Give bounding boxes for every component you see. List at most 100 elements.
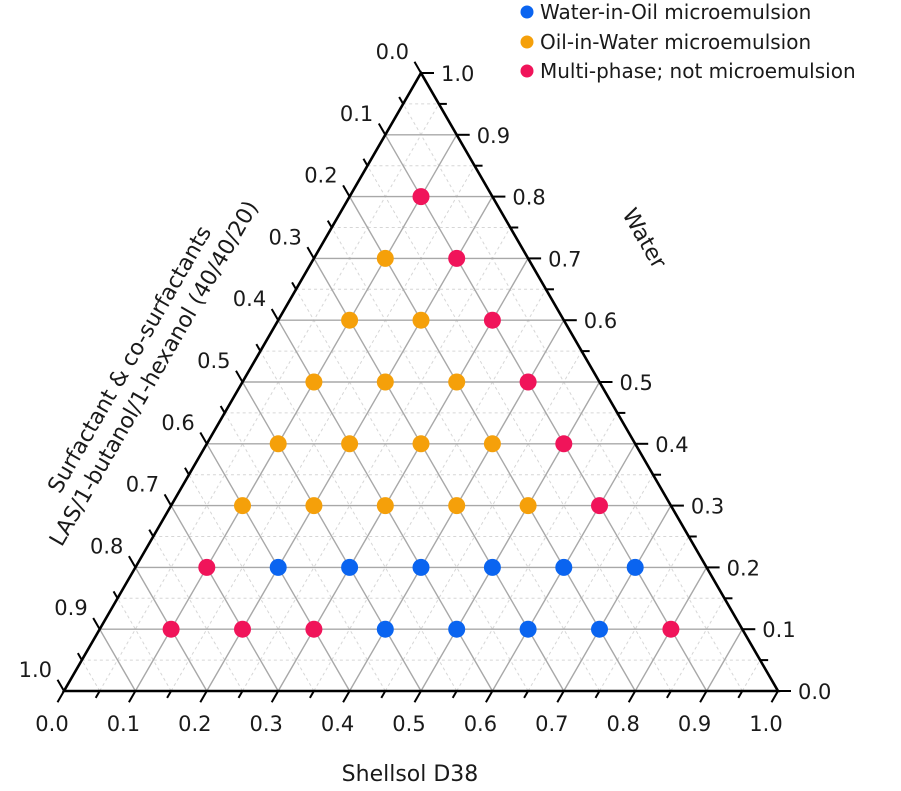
bottom-axis-tick	[485, 690, 494, 703]
major-gridline	[170, 505, 279, 692]
bottom-axis-tick	[237, 690, 244, 699]
legend-item-multi-phase: Multi-phase; not microemulsion	[520, 59, 856, 83]
bottom-axis-tick	[770, 690, 779, 703]
minor-gridline	[117, 598, 172, 692]
major-gridline	[313, 258, 565, 692]
minor-gridline	[599, 536, 690, 692]
bottom-axis-tick	[556, 690, 565, 703]
minor-gridline	[402, 103, 743, 692]
bottom-axis-tick	[128, 690, 137, 703]
right-axis-tick-label: 0.6	[584, 309, 617, 333]
data-point	[448, 620, 466, 638]
left-axis-tick	[306, 246, 315, 259]
bottom-axis-tick-label: 0.8	[606, 712, 639, 736]
minor-gridline	[188, 474, 315, 692]
data-point	[305, 373, 323, 391]
left-axis-title-line2: LAS/1-butanol/1-hexanol (40/40/20)	[45, 197, 264, 551]
data-point	[341, 558, 359, 576]
legend-marker-pink-icon	[520, 64, 534, 78]
data-point	[483, 311, 501, 329]
minor-gridline	[152, 536, 243, 692]
left-axis-tick	[326, 220, 333, 229]
legend-label: Oil-in-Water microemulsion	[540, 30, 811, 54]
data-point	[626, 558, 644, 576]
right-axis-tick-label: 0.2	[727, 556, 760, 580]
bottom-axis-tick	[270, 690, 280, 703]
left-axis-tick-label: 0.9	[54, 596, 87, 620]
minor-gridline	[295, 289, 529, 692]
data-point	[412, 311, 430, 329]
data-point	[519, 373, 537, 391]
data-point	[483, 558, 501, 576]
legend-marker-blue-icon	[520, 5, 534, 19]
minor-gridline	[367, 165, 672, 692]
major-gridline	[420, 381, 601, 692]
major-gridline	[277, 258, 529, 692]
bottom-axis-title: Shellsol D38	[342, 762, 479, 787]
axis-ticks	[56, 61, 791, 703]
right-axis-tick-label: 0.1	[762, 618, 795, 642]
major-gridline	[134, 134, 458, 692]
bottom-axis-tick	[309, 690, 315, 699]
left-axis-tick	[76, 652, 83, 661]
minor-gridline	[81, 659, 101, 692]
bottom-axis-tick-label: 0.6	[464, 712, 497, 736]
left-axis-tick	[291, 281, 297, 290]
bottom-axis-tick-label: 0.9	[678, 712, 711, 736]
minor-gridline	[99, 103, 440, 692]
left-axis-tick	[163, 493, 172, 507]
data-point	[448, 249, 466, 267]
bottom-axis-tick	[523, 690, 529, 699]
bottom-axis-tick	[380, 690, 387, 699]
data-point	[234, 620, 251, 638]
minor-gridline	[331, 227, 600, 692]
left-axis-tick-label: 0.4	[233, 287, 266, 311]
left-axis-tick	[255, 343, 262, 352]
left-axis-tick	[362, 158, 369, 167]
left-axis-tick	[56, 679, 65, 692]
bottom-axis-tick	[737, 690, 744, 699]
left-axis-tick-label: 0.2	[304, 164, 337, 188]
data-point	[376, 249, 394, 267]
legend-label: Multi-phase; not microemulsion	[540, 59, 856, 83]
minor-gridline	[527, 474, 654, 692]
minor-gridline	[170, 165, 475, 692]
minor-gridline	[670, 598, 725, 692]
bottom-axis-tick-label: 0.5	[392, 712, 425, 736]
left-axis-tick	[92, 617, 101, 630]
bottom-axis-tick	[699, 690, 708, 703]
bottom-axis-tick-label: 0.4	[321, 712, 354, 736]
data-point	[269, 558, 287, 576]
right-axis-tick-label: 1.0	[441, 62, 474, 86]
left-axis-tick-label: 0.8	[90, 534, 123, 558]
left-axis-tick	[128, 555, 137, 568]
left-axis-tick	[219, 405, 226, 414]
legend-marker-orange-icon	[520, 35, 534, 49]
series-1	[234, 249, 537, 515]
series-0	[269, 558, 644, 638]
data-point	[234, 497, 251, 515]
right-axis-tick-label: 0.4	[655, 433, 688, 457]
minor-gridline	[384, 350, 583, 692]
left-axis-tick	[112, 590, 119, 599]
left-axis-tick-label: 0.1	[340, 102, 373, 126]
bottom-axis-tick	[666, 690, 672, 699]
data-point	[448, 373, 466, 391]
left-axis-tick-label: 0.5	[197, 349, 230, 373]
data-point	[448, 497, 466, 515]
minor-gridline	[224, 412, 386, 692]
data-point	[376, 373, 394, 391]
bottom-axis-tick-label: 0.2	[178, 712, 211, 736]
data-point	[519, 497, 537, 515]
left-axis-tick-label: 0.3	[268, 225, 301, 249]
bottom-axis-tick	[166, 690, 172, 699]
bottom-axis-tick-label: 1.0	[749, 712, 782, 736]
bottom-axis-tick	[199, 690, 208, 703]
right-axis-title: Water	[617, 204, 672, 274]
bottom-axis-tick-label: 0.1	[107, 712, 140, 736]
data-point	[591, 497, 608, 515]
legend: Water-in-Oil microemulsion Oil-in-Water …	[520, 0, 856, 83]
left-axis-tick-label: 1.0	[19, 658, 52, 682]
bottom-axis-tick	[413, 690, 422, 703]
